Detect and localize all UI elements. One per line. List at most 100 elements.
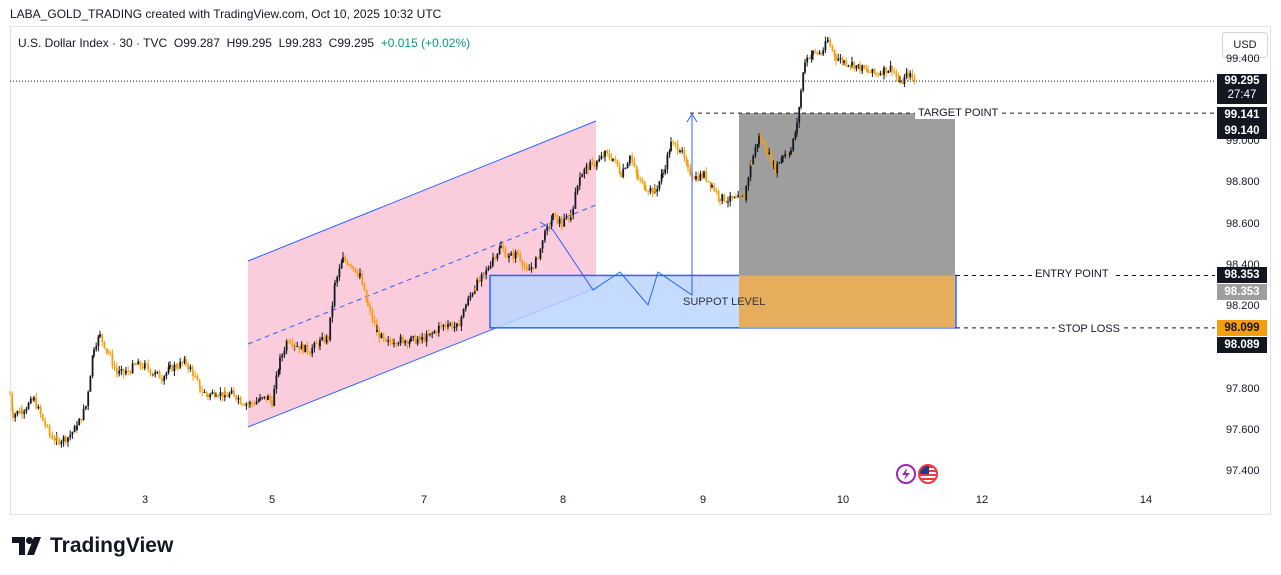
- candle-body: [367, 301, 369, 306]
- candle-body: [11, 393, 14, 411]
- candle-body: [563, 218, 566, 227]
- price-axis-tick: 99.400: [1226, 52, 1260, 65]
- candle-body: [344, 257, 347, 261]
- candle-body: [165, 372, 168, 377]
- us-flag-icon[interactable]: [918, 464, 938, 484]
- candle-body: [875, 73, 877, 75]
- candle-body: [602, 155, 605, 157]
- candle-body: [85, 406, 87, 408]
- candle-body: [596, 161, 598, 165]
- candle-body: [651, 188, 654, 194]
- candle-body: [737, 195, 740, 198]
- candle-body: [230, 390, 233, 394]
- candle-body: [333, 285, 336, 306]
- candle-body: [829, 40, 832, 46]
- low-value: 99.283: [285, 36, 322, 50]
- bar-countdown: 27:47: [1227, 89, 1257, 101]
- candle-body: [419, 336, 421, 340]
- risk-zone: [739, 275, 955, 328]
- candle-body: [149, 369, 152, 375]
- price-axis-tick: 98.800: [1226, 176, 1260, 189]
- candle-body: [25, 408, 28, 412]
- candle-body: [512, 253, 515, 259]
- candle-body: [589, 161, 592, 171]
- candle-body: [561, 225, 563, 227]
- price-axis-tick: 98.600: [1226, 217, 1260, 230]
- candle-body: [887, 70, 890, 73]
- target-tag-a: 99.141: [1217, 107, 1267, 123]
- candle-body: [46, 425, 49, 427]
- candle-body: [713, 185, 716, 191]
- candle-body: [442, 325, 445, 327]
- candle-body: [492, 257, 494, 260]
- candle-body: [600, 155, 603, 160]
- candle-body: [391, 342, 394, 345]
- candle-body: [387, 340, 390, 342]
- candle-body: [338, 268, 341, 277]
- candle-body: [517, 253, 519, 255]
- lightning-icon[interactable]: [896, 464, 916, 484]
- candle-body: [608, 153, 611, 158]
- candle-body: [118, 370, 121, 374]
- candle-body: [298, 346, 301, 350]
- candle-body: [361, 273, 364, 285]
- candle-body: [717, 190, 720, 199]
- candle-body: [429, 333, 431, 335]
- candle-body: [300, 344, 303, 350]
- candle-body: [893, 71, 896, 73]
- candle-body: [71, 432, 74, 435]
- candle-body: [654, 187, 656, 192]
- candle-body: [331, 305, 334, 318]
- candle-body: [137, 361, 140, 365]
- target-point-label: TARGET POINT: [915, 107, 1002, 119]
- event-icons[interactable]: [896, 464, 938, 484]
- candle-body: [217, 395, 220, 397]
- candle-body: [131, 363, 134, 374]
- candle-body: [129, 371, 132, 374]
- candle-body: [824, 41, 827, 51]
- candle-body: [399, 336, 402, 344]
- candle-body: [539, 248, 542, 259]
- low-label: L: [278, 36, 286, 50]
- candle-body: [861, 65, 864, 71]
- candle-body: [465, 305, 467, 308]
- candle-body: [247, 403, 250, 405]
- candle-body: [211, 392, 214, 394]
- candle-body: [161, 380, 163, 382]
- candle-body: [354, 268, 357, 273]
- candle-body: [196, 376, 199, 381]
- candle-body: [790, 150, 792, 155]
- candle-body: [544, 230, 546, 240]
- candle-body: [697, 176, 700, 181]
- candle-body: [73, 426, 76, 433]
- candle-body: [435, 331, 438, 333]
- candle-body: [693, 177, 696, 180]
- candle-body: [796, 122, 798, 133]
- time-axis-tick: 14: [1139, 494, 1153, 506]
- candle-body: [304, 344, 307, 353]
- entry-point-label: ENTRY POINT: [1032, 268, 1112, 280]
- candle-body: [80, 418, 83, 420]
- candle-body: [701, 173, 704, 178]
- target-tag-b: 99.140: [1217, 123, 1267, 139]
- candle-body: [865, 68, 868, 70]
- currency-button[interactable]: USD: [1222, 32, 1268, 58]
- chart-frame: [10, 26, 1271, 515]
- candle-body: [35, 397, 38, 409]
- candle-body: [49, 434, 51, 436]
- candle-body: [770, 152, 773, 165]
- candle-body: [554, 213, 557, 215]
- candle-body: [537, 257, 540, 259]
- stop-loss-label: STOP LOSS: [1055, 323, 1123, 335]
- candle-body: [907, 72, 909, 78]
- candle-body: [899, 80, 901, 82]
- candle-body: [198, 380, 201, 386]
- candle-body: [105, 348, 108, 352]
- candle-body: [416, 339, 419, 344]
- candle-body: [658, 181, 661, 189]
- candle-body: [814, 50, 817, 53]
- candle-body: [705, 171, 708, 181]
- candle-body: [489, 265, 492, 269]
- candle-body: [253, 403, 256, 405]
